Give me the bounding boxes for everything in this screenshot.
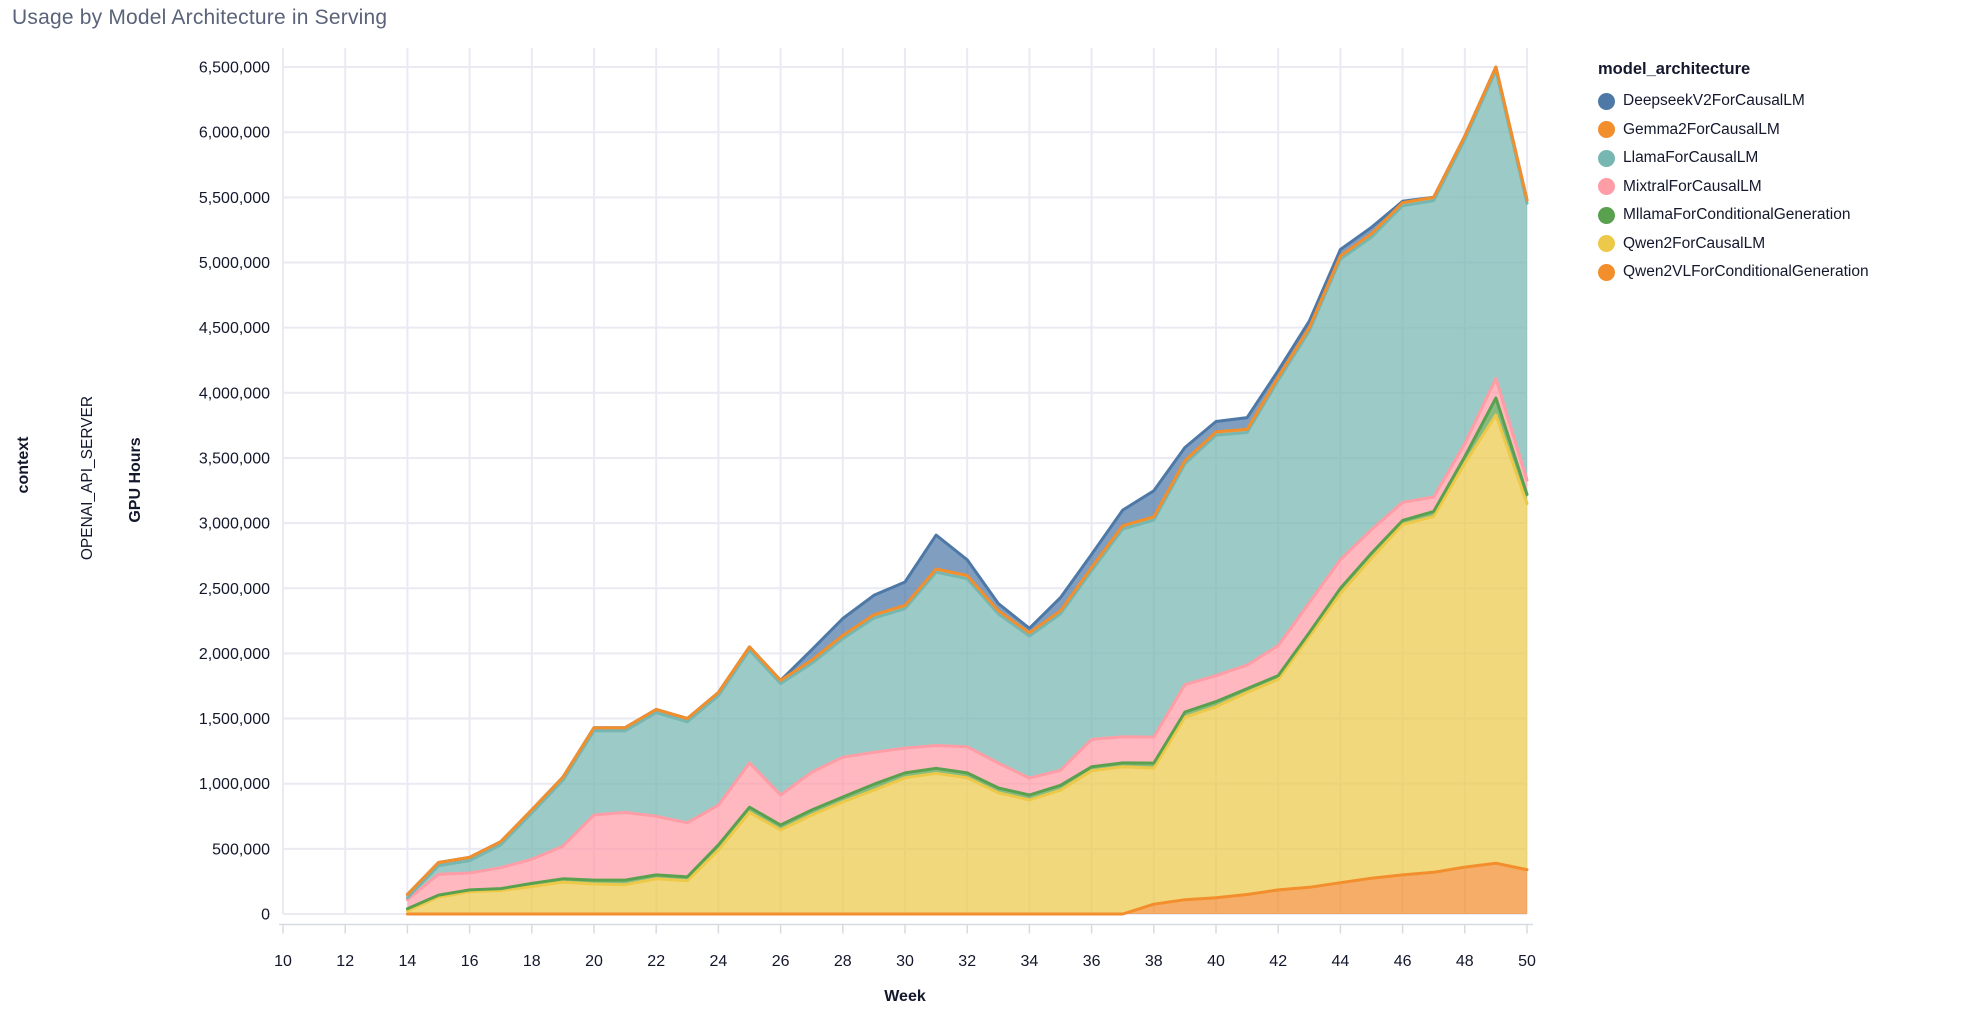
- x-tick-label: 48: [1456, 953, 1474, 970]
- legend-item-label: Gemma2ForCausalLM: [1623, 120, 1780, 138]
- y-tick-label: 4,000,000: [199, 385, 270, 402]
- legend-item: MllamaForConditionalGeneration: [1598, 206, 1869, 224]
- y-tick-label: 6,000,000: [199, 125, 270, 142]
- legend-swatch-icon: [1598, 178, 1615, 195]
- facet-row-value: OPENAI_API_SERVER: [79, 395, 96, 561]
- legend-swatch-icon: [1598, 263, 1615, 281]
- x-tick-label: 18: [523, 953, 541, 970]
- y-tick-label: 500,000: [212, 841, 270, 858]
- area-stroke-MllamaForConditionalGeneration: [405, 396, 1529, 911]
- y-tick-label: 1,000,000: [199, 776, 270, 793]
- area-Qwen2ForCausalLM: [407, 415, 1527, 914]
- legend-item: Gemma2ForCausalLM: [1598, 121, 1869, 139]
- area-stroke-Gemma2ForCausalLM: [405, 65, 1529, 896]
- area-stroke-MixtralForCausalLM: [405, 377, 1529, 902]
- legend-item-label: LlamaForCausalLM: [1623, 149, 1759, 166]
- legend-item: DeepseekV2ForCausalLM: [1598, 92, 1869, 110]
- legend-item: MixtralForCausalLM: [1598, 178, 1869, 196]
- x-tick-label: 40: [1207, 953, 1225, 970]
- x-tick-label: 10: [274, 953, 292, 970]
- legend-item: Qwen2ForCausalLM: [1598, 235, 1869, 253]
- legend-item-label: MixtralForCausalLM: [1623, 177, 1762, 195]
- x-tick-label: 14: [399, 953, 417, 970]
- x-tick-label: 22: [647, 953, 665, 970]
- page-title: Usage by Model Architecture in Serving: [12, 6, 388, 29]
- area-stroke-Qwen2ForCausalLM: [405, 413, 1529, 913]
- x-tick-label: 12: [336, 953, 354, 970]
- x-axis-title: Week: [884, 988, 926, 1005]
- y-axis-title: GPU Hours: [127, 437, 144, 523]
- x-tick-label: 46: [1394, 953, 1412, 970]
- y-tick-label: 5,500,000: [199, 190, 270, 207]
- y-tick-label: 2,500,000: [199, 581, 270, 598]
- x-tick-label: 44: [1332, 953, 1350, 970]
- x-tick-label: 30: [896, 953, 914, 970]
- x-tick-label: 34: [1021, 953, 1039, 970]
- legend-swatch-icon: [1598, 206, 1615, 224]
- x-tick-label: 26: [772, 953, 790, 970]
- x-tick-label: 50: [1518, 953, 1536, 970]
- legend-item-label: Qwen2VLForConditionalGeneration: [1623, 263, 1869, 280]
- legend-item: LlamaForCausalLM: [1598, 149, 1869, 167]
- y-tick-label: 4,500,000: [199, 320, 270, 337]
- x-tick-label: 42: [1269, 953, 1287, 970]
- area-Qwen2VLForConditionalGeneration: [407, 863, 1527, 914]
- x-tick-label: 38: [1145, 953, 1163, 970]
- y-tick-label: 6,500,000: [199, 60, 270, 77]
- y-tick-label: 0: [261, 907, 270, 924]
- y-tick-label: 1,500,000: [199, 711, 270, 728]
- legend-swatch-icon: [1598, 121, 1615, 138]
- legend-items: DeepseekV2ForCausalLM Gemma2ForCausalLM Ll…: [1598, 92, 1869, 281]
- x-tick-label: 24: [710, 953, 728, 970]
- legend-item: Qwen2VLForConditionalGeneration: [1598, 263, 1869, 281]
- x-tick-label: 36: [1083, 953, 1101, 970]
- legend-item-label: Qwen2ForCausalLM: [1623, 234, 1766, 252]
- legend-item-label: DeepseekV2ForCausalLM: [1623, 92, 1805, 109]
- legend-item-label: MllamaForConditionalGeneration: [1623, 206, 1851, 223]
- area-stroke-Qwen2VLForConditionalGeneration: [405, 861, 1529, 916]
- y-tick-label: 3,500,000: [199, 450, 270, 467]
- legend: model_architecture DeepseekV2ForCausalLM…: [1598, 60, 1869, 292]
- y-tick-label: 2,000,000: [199, 646, 270, 663]
- y-tick-label: 3,000,000: [199, 516, 270, 533]
- x-tick-label: 32: [958, 953, 976, 970]
- legend-swatch-icon: [1598, 149, 1615, 167]
- legend-title: model_architecture: [1598, 60, 1751, 78]
- area-LlamaForCausalLM: [407, 70, 1527, 900]
- x-tick-label: 20: [585, 953, 603, 970]
- legend-swatch-icon: [1598, 235, 1615, 252]
- legend-swatch-icon: [1598, 92, 1615, 110]
- facet-row-label: context: [15, 436, 32, 494]
- x-tick-label: 28: [834, 953, 852, 970]
- y-tick-label: 5,000,000: [199, 255, 270, 272]
- x-tick-label: 16: [461, 953, 479, 970]
